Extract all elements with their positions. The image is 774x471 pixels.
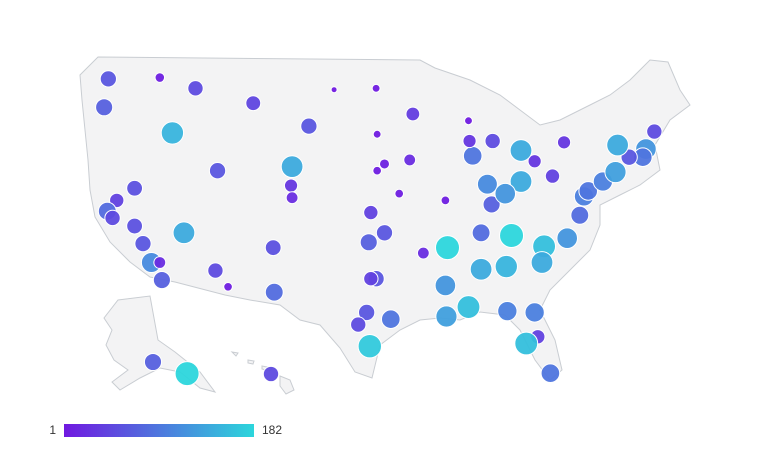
color-scale: [64, 424, 254, 437]
bubble: [394, 188, 405, 199]
bubble: [434, 274, 457, 297]
bubble: [380, 309, 401, 330]
bubble: [363, 204, 379, 221]
bubble: [471, 223, 491, 243]
legend-min: 1: [49, 423, 56, 437]
bubble: [499, 223, 525, 248]
bubble: [357, 334, 382, 359]
bubble: [556, 227, 578, 249]
bubble: [153, 256, 167, 269]
bubble: [375, 224, 394, 242]
bubble: [152, 270, 171, 290]
bubble: [330, 86, 338, 94]
bubble: [126, 179, 144, 197]
bubble: [578, 181, 599, 201]
bubble: [372, 129, 382, 139]
bubble: [359, 233, 378, 252]
bubble: [476, 173, 498, 195]
bubble: [264, 239, 282, 257]
bubble: [435, 305, 458, 328]
bubble: [462, 133, 477, 149]
bubble: [646, 123, 663, 140]
bubble: [371, 83, 381, 93]
contiguous-us: [79, 56, 691, 381]
bubble: [416, 246, 430, 260]
bubble: [509, 170, 533, 193]
bubble: [484, 132, 501, 150]
bubble: [280, 155, 304, 179]
bubble: [544, 168, 561, 184]
bubble: [469, 257, 493, 281]
bubble: [143, 352, 163, 372]
bubble: [95, 98, 114, 117]
bubble: [207, 262, 224, 279]
bubble: [126, 217, 144, 235]
bubble: [494, 182, 517, 205]
bubble: [160, 121, 185, 145]
bubble: [372, 165, 382, 176]
bubble: [154, 72, 166, 83]
legend-max: 182: [262, 423, 282, 437]
bubble: [285, 191, 299, 205]
bubble: [509, 139, 533, 162]
bubble: [378, 158, 391, 170]
bubble: [350, 316, 367, 333]
bubble: [172, 221, 196, 245]
hawaii: [230, 351, 295, 395]
bubble: [514, 331, 539, 356]
bubble: [556, 135, 572, 150]
bubble: [464, 116, 473, 126]
bubble: [264, 282, 284, 302]
bubble: [440, 195, 451, 206]
bubble: [494, 254, 518, 279]
bubble: [245, 95, 262, 112]
bubble: [530, 251, 554, 274]
bubble: [405, 106, 421, 122]
bubble: [435, 235, 460, 261]
bubble: [403, 153, 417, 167]
bubble: [223, 281, 233, 292]
bubble: [497, 300, 518, 322]
bubble: [99, 70, 117, 88]
bubble: [208, 162, 227, 180]
bubble: [540, 363, 561, 384]
bubble: [174, 361, 200, 387]
bubble: [524, 302, 545, 323]
bubble: [462, 146, 483, 166]
bubble: [300, 117, 318, 135]
bubble: [604, 160, 627, 184]
bubble: [262, 365, 280, 383]
bubble: [606, 133, 629, 157]
bubble: [104, 209, 121, 227]
bubble: [363, 271, 379, 287]
bubble: [358, 303, 376, 322]
bubble: [134, 234, 152, 253]
bubble: [570, 205, 590, 225]
bubble: [482, 195, 501, 214]
bubble: [283, 178, 299, 193]
bubble: [456, 295, 481, 319]
bubble: [527, 154, 542, 169]
bubble: [187, 80, 204, 97]
